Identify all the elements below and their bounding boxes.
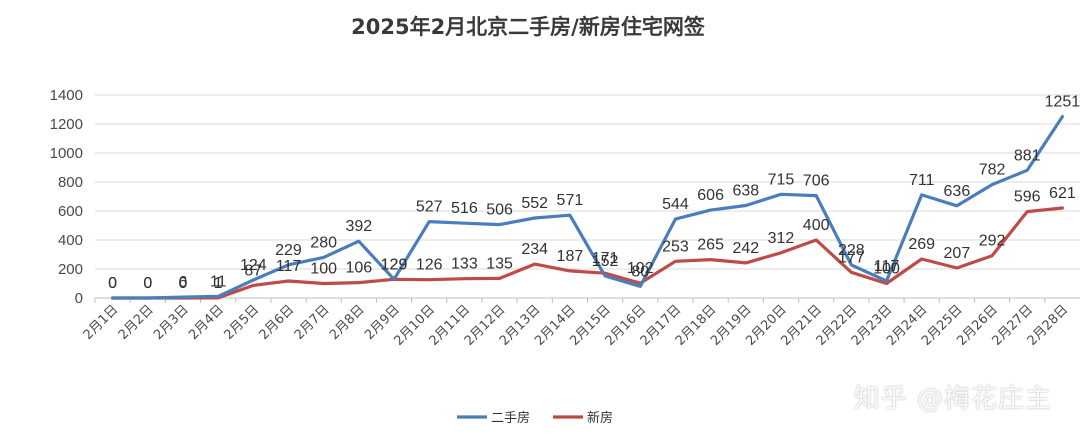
x-tick-label: 2月4日 — [186, 302, 227, 343]
y-tick-label: 200 — [58, 261, 83, 278]
data-label: 102 — [627, 260, 654, 277]
y-tick-label: 1000 — [50, 145, 83, 162]
data-label: 706 — [803, 173, 830, 190]
x-tick-label: 2月6日 — [257, 302, 298, 343]
data-label: 312 — [768, 230, 795, 247]
data-label: 187 — [557, 248, 584, 265]
series-line-newhome — [110, 206, 1065, 300]
legend: 二手房 新房 — [457, 410, 613, 426]
data-label: 135 — [486, 255, 513, 272]
data-label: 621 — [1049, 185, 1076, 202]
y-tick-label: 800 — [58, 174, 83, 191]
chart-title: 2025年2月北京二手房/新房住宅网签 — [351, 15, 706, 39]
data-label: 0 — [143, 275, 152, 292]
data-label: 292 — [979, 233, 1006, 250]
y-tick-label: 600 — [58, 203, 83, 220]
data-label: 269 — [908, 236, 935, 253]
data-label: 152 — [592, 253, 619, 270]
data-label: 516 — [451, 200, 478, 217]
data-label: 400 — [803, 217, 830, 234]
data-label: 1251 — [1045, 94, 1080, 111]
data-label: 638 — [732, 182, 759, 199]
data-label: 242 — [732, 240, 759, 257]
x-tick-label: 2月7日 — [292, 302, 333, 343]
data-label: 0 — [178, 275, 187, 292]
data-label: 87 — [244, 262, 262, 279]
x-tick-label: 2月5日 — [221, 302, 262, 343]
data-label: 0 — [143, 275, 152, 292]
data-label: 527 — [416, 199, 443, 216]
data-label: 6 — [178, 274, 187, 291]
data-label: 126 — [416, 257, 443, 274]
data-label: 234 — [521, 241, 548, 258]
data-label: 606 — [697, 187, 724, 204]
data-label: 711 — [909, 172, 935, 189]
data-label: 782 — [979, 162, 1006, 179]
data-label: 207 — [944, 245, 971, 262]
data-label: 1 — [214, 275, 223, 292]
axes: 02004006008001000120014002月1日2月2日2月3日2月4… — [50, 87, 1080, 349]
data-label: 0 — [108, 275, 117, 292]
y-tick-label: 400 — [58, 232, 83, 249]
data-label: 506 — [486, 202, 513, 219]
data-label: 636 — [944, 183, 971, 200]
data-label: 80 — [631, 263, 649, 280]
data-label: 124 — [240, 257, 267, 274]
data-label: 0 — [108, 275, 117, 292]
legend-label: 二手房 — [491, 410, 530, 426]
watermark: 知乎 @梅花庄主 — [853, 384, 1052, 414]
data-label: 392 — [345, 218, 372, 235]
y-tick-label: 1400 — [50, 87, 83, 104]
data-label: 106 — [345, 260, 372, 277]
data-label: 171 — [592, 250, 619, 267]
data-label: 881 — [1014, 147, 1041, 164]
data-label: 280 — [310, 234, 337, 251]
data-label: 129 — [381, 256, 408, 273]
data-label: 100 — [873, 261, 900, 278]
data-label: 117 — [276, 258, 302, 275]
data-label: 100 — [310, 261, 337, 278]
data-label: 177 — [838, 249, 865, 266]
legend-label: 新房 — [587, 410, 613, 426]
y-tick-label: 0 — [75, 290, 83, 307]
data-label: 229 — [275, 242, 302, 259]
x-tick-label: 2月1日 — [81, 302, 122, 343]
data-label: 715 — [768, 171, 795, 188]
grid-lines — [95, 94, 1080, 270]
data-label: 596 — [1014, 189, 1041, 206]
data-label: 133 — [451, 256, 478, 273]
data-label: 11 — [210, 273, 227, 290]
series-line-secondhand — [110, 114, 1065, 300]
data-label: 265 — [697, 237, 724, 254]
x-tick-label: 2月8日 — [327, 302, 368, 343]
x-tick-label: 2月2日 — [116, 302, 157, 343]
data-label: 552 — [521, 195, 548, 212]
series-lines — [110, 114, 1065, 300]
data-label: 129 — [381, 256, 408, 273]
y-tick-label: 1200 — [50, 116, 83, 133]
data-label: 571 — [557, 192, 584, 209]
data-label: 228 — [838, 242, 865, 259]
data-label: 253 — [662, 238, 689, 255]
data-label: 117 — [874, 258, 900, 275]
data-label: 544 — [662, 196, 689, 213]
x-tick-label: 2月3日 — [151, 302, 192, 343]
